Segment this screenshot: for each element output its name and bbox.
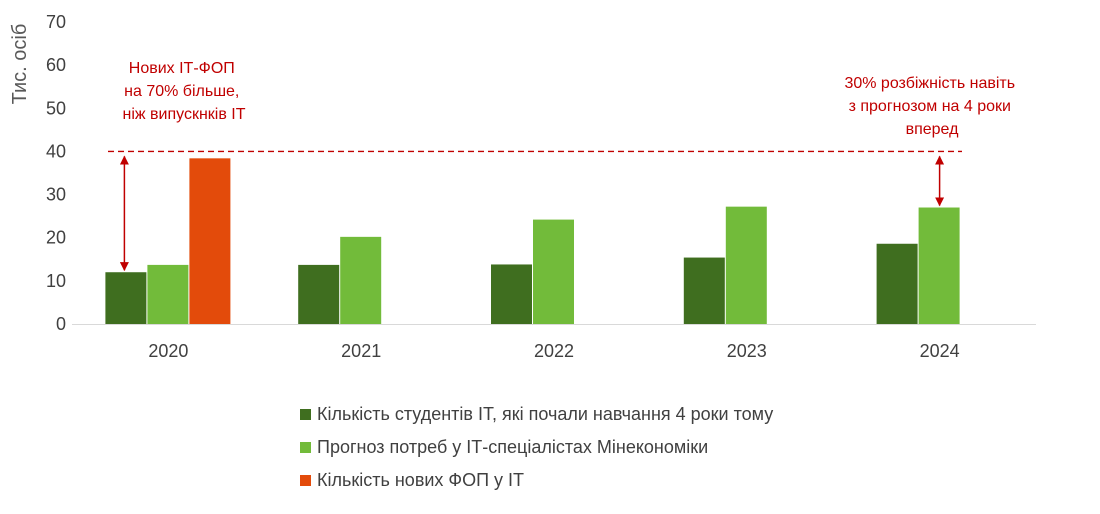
legend-item-students: Кількість студентів ІТ, які почали навча… xyxy=(300,398,773,431)
bar-forecast-2022 xyxy=(533,219,574,324)
x-tick-labels: 2020 2021 2022 2023 2024 xyxy=(148,341,959,361)
y-tick-label-20: 20 xyxy=(46,228,66,248)
legend-item-new-fop: Кількість нових ФОП у ІТ xyxy=(300,464,773,497)
annotation-2024-line-3: вперед xyxy=(906,121,960,138)
annotation-2020-line-2: на 70% більше, xyxy=(124,83,239,100)
bar-students-2023 xyxy=(683,257,725,324)
x-tick-label-2020: 2020 xyxy=(148,341,188,361)
annotation-2024-line-1: 30% розбіжність навіть xyxy=(844,75,1015,92)
bar-forecast-2021 xyxy=(340,236,382,324)
y-axis-label: Тис. осіб xyxy=(9,24,31,105)
bar-new-fop-2020 xyxy=(189,158,231,324)
annotation-2020-line-3: ніж випускнків ІТ xyxy=(122,106,245,123)
legend-swatch-forecast xyxy=(300,442,311,453)
bar-students-2021 xyxy=(298,264,340,324)
y-tick-label-30: 30 xyxy=(46,185,66,205)
annotation-2020-line-1: Нових ІТ-ФОП xyxy=(129,60,235,77)
y-tick-label-0: 0 xyxy=(56,314,66,334)
x-tick-label-2022: 2022 xyxy=(534,341,574,361)
legend-label-students: Кількість студентів ІТ, які почали навча… xyxy=(317,404,774,424)
y-tick-label-60: 60 xyxy=(46,55,66,75)
y-tick-label-10: 10 xyxy=(46,271,66,291)
y-tick-label-40: 40 xyxy=(46,141,66,161)
y-tick-labels: 0 10 20 30 40 50 60 70 xyxy=(46,12,66,334)
x-tick-label-2023: 2023 xyxy=(727,341,767,361)
legend-label-new-fop: Кількість нових ФОП у ІТ xyxy=(317,470,525,490)
bar-students-2022 xyxy=(491,264,532,324)
y-tick-label-70: 70 xyxy=(46,12,66,32)
annotation-2024-line-2: з прогнозом на 4 роки xyxy=(849,98,1011,115)
bar-students-2024 xyxy=(876,243,918,324)
legend-item-forecast: Прогноз потреб у ІТ-спеціалістах Мінекон… xyxy=(300,431,773,464)
bars xyxy=(105,158,960,324)
x-tick-label-2024: 2024 xyxy=(920,341,960,361)
bar-forecast-2020 xyxy=(147,264,189,324)
chart-legend: Кількість студентів ІТ, які почали навча… xyxy=(300,398,773,497)
legend-swatch-students xyxy=(300,409,311,420)
annotation-2020: Нових ІТ-ФОП на 70% більше, ніж випускнк… xyxy=(122,60,245,123)
bar-forecast-2024 xyxy=(918,207,960,324)
legend-label-forecast: Прогноз потреб у ІТ-спеціалістах Мінекон… xyxy=(317,437,709,457)
y-tick-label-50: 50 xyxy=(46,98,66,118)
legend-swatch-new-fop xyxy=(300,475,311,486)
x-tick-label-2021: 2021 xyxy=(341,341,381,361)
annotation-2024: 30% розбіжність навіть з прогнозом на 4 … xyxy=(844,75,1019,138)
bar-students-2020 xyxy=(105,272,147,324)
bar-forecast-2023 xyxy=(725,206,767,324)
